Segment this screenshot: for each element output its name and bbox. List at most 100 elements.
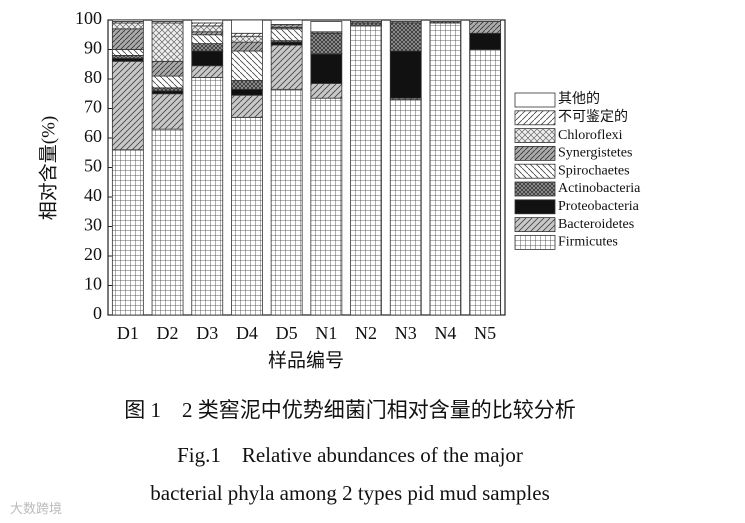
bar-segment bbox=[111, 60, 144, 151]
bar-segment bbox=[231, 50, 263, 81]
y-tick-label: 100 bbox=[75, 8, 102, 28]
legend-label: Bacteroidetes bbox=[558, 217, 634, 232]
y-tick-label: 80 bbox=[84, 67, 102, 87]
x-tick-label: D3 bbox=[196, 323, 218, 343]
legend-label: 不可鉴定的 bbox=[558, 109, 628, 125]
y-tick-label: 30 bbox=[84, 215, 102, 235]
bar-segment bbox=[310, 97, 343, 316]
bar-segment bbox=[389, 99, 422, 316]
bar-segment bbox=[231, 19, 263, 34]
bar-segment bbox=[270, 44, 303, 90]
y-tick-label: 20 bbox=[84, 244, 102, 264]
bar-segment bbox=[111, 19, 144, 22]
bar-segment bbox=[191, 77, 224, 316]
caption-en: Fig.1 Relative abundances of the major bbox=[177, 443, 523, 467]
bar-segment bbox=[310, 21, 343, 33]
x-tick-label: N4 bbox=[434, 323, 456, 343]
bar-segment bbox=[191, 65, 224, 78]
bar-segment bbox=[350, 19, 382, 22]
y-tick-label: 70 bbox=[84, 97, 102, 117]
bar-segment bbox=[270, 41, 303, 46]
legend-swatch bbox=[514, 234, 556, 250]
bar-segment bbox=[151, 93, 184, 130]
legend-swatch bbox=[514, 128, 556, 144]
bar-segment bbox=[469, 19, 502, 22]
bar-segment bbox=[469, 49, 502, 316]
bar-segment bbox=[191, 31, 224, 36]
bar-segment bbox=[310, 32, 343, 55]
x-tick-label: D4 bbox=[236, 323, 258, 343]
legend-swatch bbox=[514, 217, 556, 233]
bar-segment bbox=[151, 75, 184, 89]
legend-label: Proteobacteria bbox=[558, 199, 640, 214]
bar-segment bbox=[111, 57, 144, 62]
y-tick-label: 60 bbox=[84, 126, 102, 146]
bar-segment bbox=[389, 22, 422, 52]
y-tick-label: 90 bbox=[84, 38, 102, 58]
x-tick-label: N3 bbox=[395, 323, 417, 343]
bar-segment bbox=[389, 50, 422, 99]
legend-swatch bbox=[514, 92, 556, 108]
x-axis-label: 样品编号 bbox=[268, 349, 344, 371]
legend-swatch bbox=[514, 163, 556, 179]
y-tick-label: 50 bbox=[84, 156, 102, 176]
bar-segment bbox=[350, 22, 382, 27]
x-tick-label: N5 bbox=[474, 323, 496, 343]
y-tick-label: 40 bbox=[84, 185, 102, 205]
bar-segment bbox=[151, 60, 184, 77]
bar-segment bbox=[191, 22, 224, 27]
bar-segment bbox=[231, 41, 263, 52]
bar-segment bbox=[350, 25, 382, 316]
watermark: 大数跨境 bbox=[10, 501, 62, 516]
bar-segment bbox=[151, 87, 184, 92]
bar-segment bbox=[111, 28, 144, 50]
bar-segment bbox=[151, 19, 184, 22]
legend-swatch bbox=[514, 181, 556, 197]
bar-segment bbox=[310, 53, 343, 84]
y-tick-label: 0 bbox=[93, 303, 102, 323]
x-tick-label: N1 bbox=[315, 323, 337, 343]
legend-label: Chloroflexi bbox=[558, 128, 623, 143]
x-tick-label: D2 bbox=[157, 323, 179, 343]
x-tick-label: N2 bbox=[355, 323, 377, 343]
caption-en: bacterial phyla among 2 types pid mud sa… bbox=[150, 481, 550, 505]
bar-segment bbox=[111, 149, 144, 316]
bar-segment bbox=[270, 19, 303, 25]
bar-segment bbox=[270, 88, 303, 316]
legend-swatch bbox=[514, 110, 556, 126]
bar-segment bbox=[429, 22, 462, 316]
bar-segment bbox=[310, 83, 343, 99]
bar-segment bbox=[231, 116, 263, 316]
bar-segment bbox=[191, 50, 224, 67]
caption-zh: 图 1 2 类窖泥中优势细菌门相对含量的比较分析 bbox=[124, 398, 576, 422]
bar-segment bbox=[191, 43, 224, 52]
legend-label: Firmicutes bbox=[558, 235, 618, 250]
bar-segment bbox=[469, 21, 502, 34]
bar-segment bbox=[270, 28, 303, 42]
bar-segment bbox=[429, 19, 462, 22]
bar-segment bbox=[151, 90, 184, 95]
bar-segment bbox=[191, 25, 224, 33]
bar-segment bbox=[151, 128, 184, 316]
bar-segment bbox=[111, 55, 144, 59]
bar-segment bbox=[231, 88, 263, 96]
bar-segment bbox=[191, 34, 224, 44]
legend-label: Actinobacteria bbox=[558, 181, 641, 196]
bar-segment bbox=[231, 80, 263, 90]
x-tick-label: D5 bbox=[276, 323, 298, 343]
legend-swatch bbox=[514, 199, 556, 215]
bar-segment bbox=[111, 49, 144, 56]
legend-swatch bbox=[514, 145, 556, 161]
bar-segment bbox=[231, 94, 263, 118]
bar-segment bbox=[191, 19, 224, 24]
bar-segment bbox=[151, 22, 184, 62]
x-tick-label: D1 bbox=[117, 323, 139, 343]
bar-segment bbox=[231, 35, 263, 43]
bar-segment bbox=[469, 32, 502, 50]
legend-label: Synergistetes bbox=[558, 146, 632, 161]
bar-segment bbox=[389, 19, 422, 22]
legend-label: Spirochaetes bbox=[558, 163, 630, 178]
bar-segment bbox=[111, 22, 144, 30]
bar-segment bbox=[231, 32, 263, 37]
